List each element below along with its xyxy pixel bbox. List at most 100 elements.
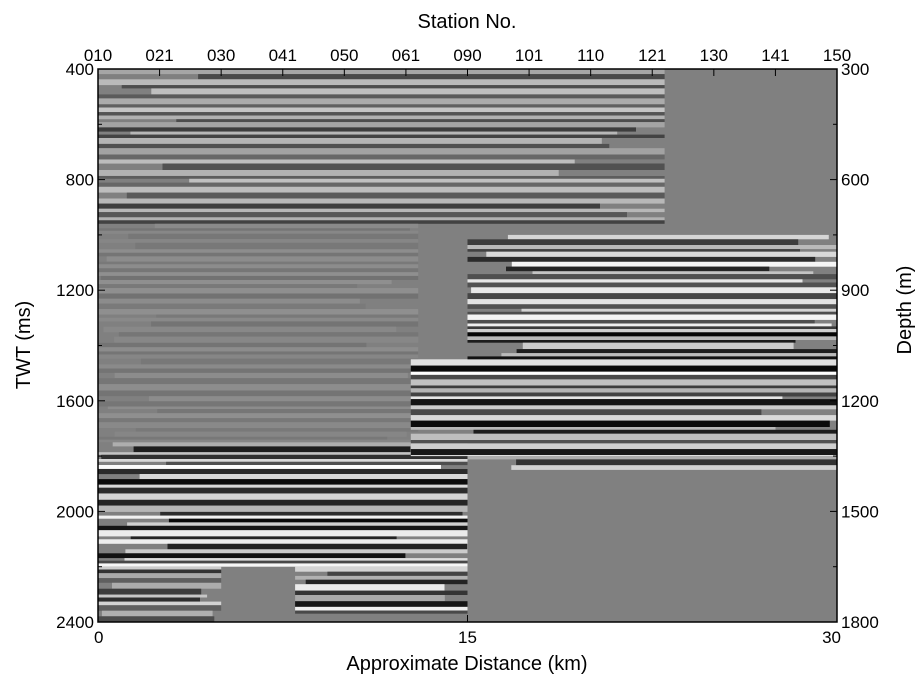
- reflection-band: [98, 487, 468, 494]
- x-axis-tick-label: 30: [822, 628, 841, 647]
- reflection-band: [98, 203, 600, 209]
- reflection-band: [98, 439, 419, 443]
- reflection-band: [98, 230, 419, 234]
- reflection-band: [98, 594, 208, 598]
- reflection-band: [135, 242, 419, 250]
- reflection-band: [98, 170, 559, 176]
- reflection-band: [98, 182, 665, 187]
- reflection-band: [98, 569, 222, 574]
- reflection-band: [467, 323, 832, 327]
- top-axis-tick-label: 030: [207, 46, 235, 65]
- reflection-band: [410, 433, 837, 440]
- top-axis-tick-label: 150: [823, 46, 851, 65]
- reflection-band: [107, 406, 419, 410]
- reflection-band: [127, 522, 468, 526]
- top-axis-tick-label: 130: [700, 46, 728, 65]
- reflection-band: [98, 616, 215, 622]
- reflection-band: [98, 525, 468, 531]
- reflection-band: [410, 392, 837, 397]
- reflection-band: [98, 351, 419, 355]
- reflection-band: [98, 317, 419, 322]
- reflection-band: [154, 223, 419, 229]
- y-left-axis-tick-label: 1600: [56, 392, 94, 411]
- reflection-band: [98, 239, 419, 243]
- top-axis-tick-label: 110: [577, 46, 604, 65]
- reflection-band: [98, 107, 665, 112]
- y-right-axis-tick-label: 1500: [841, 502, 879, 521]
- reflection-band: [98, 309, 419, 315]
- x-axis-tick-label: 15: [458, 628, 477, 647]
- reflection-band: [516, 459, 837, 466]
- reflection-band: [467, 274, 837, 280]
- reflection-band: [98, 459, 468, 462]
- reflection-band: [501, 353, 837, 357]
- reflection-band: [198, 74, 665, 80]
- reflection-band: [98, 249, 419, 253]
- reflection-band: [410, 379, 837, 386]
- top-axis-tick-label: 090: [453, 46, 481, 65]
- reflection-band: [140, 358, 419, 365]
- reflection-band: [98, 566, 222, 570]
- reflection-band: [467, 299, 837, 305]
- reflection-band: [410, 388, 837, 393]
- reflection-band: [162, 163, 665, 170]
- reflection-band: [98, 484, 468, 488]
- reflection-band: [118, 332, 419, 337]
- reflection-band: [125, 549, 468, 554]
- y-left-axis-tick-label: 2400: [56, 613, 94, 632]
- reflection-band: [467, 239, 799, 245]
- reflection-band: [410, 427, 776, 430]
- reflection-band: [98, 115, 665, 120]
- reflection-band: [98, 560, 468, 564]
- reflection-band: [168, 518, 468, 523]
- reflection-band: [467, 340, 796, 343]
- reflection-band: [98, 390, 419, 397]
- reflection-band: [467, 282, 837, 288]
- reflection-band: [327, 571, 468, 576]
- reflection-band: [98, 597, 200, 602]
- reflection-band: [98, 493, 468, 500]
- reflection-band: [98, 159, 575, 164]
- reflection-band: [98, 422, 419, 429]
- reflection-band: [98, 413, 419, 419]
- reflection-band: [98, 138, 602, 144]
- reflection-band: [98, 280, 392, 285]
- top-axis-tick-label: 050: [330, 46, 358, 65]
- top-axis-tick-label: 141: [761, 46, 789, 65]
- reflection-band: [98, 217, 665, 221]
- reflection-band: [98, 303, 366, 310]
- reflection-band: [295, 584, 445, 591]
- reflection-band: [98, 127, 636, 132]
- reflection-bands: [98, 69, 837, 622]
- reflection-band: [410, 359, 837, 366]
- reflection-band: [521, 308, 837, 312]
- reflection-band: [151, 321, 419, 327]
- reflection-band: [121, 85, 665, 89]
- reflection-band: [98, 186, 665, 193]
- y-right-axis-tick-label: 1800: [841, 613, 879, 632]
- reflection-band: [98, 212, 627, 218]
- reflection-band: [98, 354, 419, 359]
- reflection-band: [156, 314, 419, 318]
- reflection-band: [467, 326, 837, 329]
- reflection-band: [148, 396, 419, 402]
- y-left-axis-tick-label: 400: [66, 60, 94, 79]
- reflection-band: [98, 268, 419, 273]
- reflection-band: [486, 251, 837, 257]
- x-axis-tick-label: 0: [94, 628, 103, 647]
- reflection-band: [467, 279, 803, 283]
- reflection-band: [98, 112, 665, 116]
- reflection-band: [98, 134, 665, 138]
- reflection-band: [130, 131, 618, 135]
- reflection-band: [98, 384, 419, 391]
- reflection-band: [305, 579, 468, 585]
- reflection-band: [98, 264, 419, 269]
- reflection-band: [98, 539, 468, 544]
- x-axis-title: Approximate Distance (km): [346, 653, 587, 675]
- y-right-axis-tick-label: 1200: [841, 392, 879, 411]
- y-right-axis-tick-label: 600: [841, 171, 869, 190]
- top-axis-tick-label: 010: [84, 46, 112, 65]
- reflection-band: [98, 298, 360, 304]
- reflection-band: [98, 601, 222, 606]
- reflection-band: [98, 98, 665, 105]
